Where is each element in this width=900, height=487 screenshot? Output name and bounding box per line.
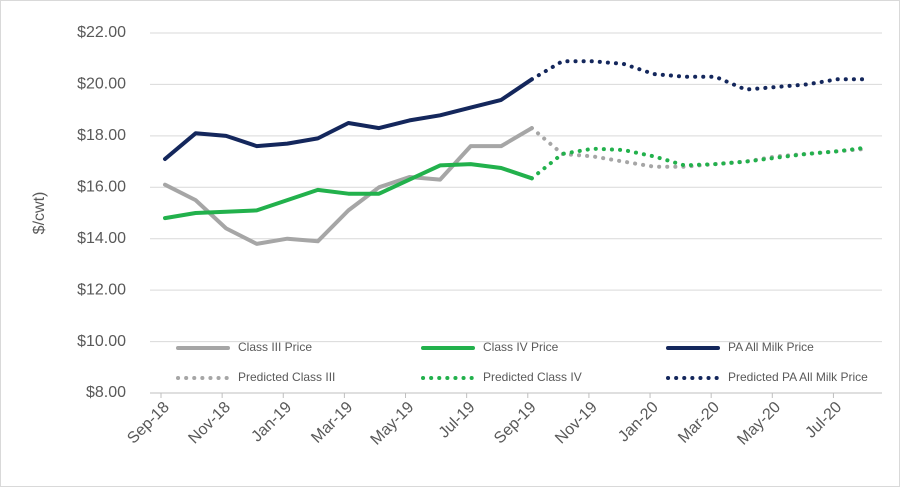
y-tick-label: $8.00 (86, 384, 126, 401)
legend-label: Predicted PA All Milk Price (728, 370, 868, 384)
y-tick-label: $12.00 (77, 281, 126, 298)
legend-label: Class IV Price (483, 340, 559, 354)
legend-label: PA All Milk Price (728, 340, 814, 354)
legend-label: Predicted Class III (238, 370, 335, 384)
y-tick-label: $22.00 (77, 24, 126, 41)
y-tick-label: $14.00 (77, 230, 126, 247)
series-line (163, 162, 534, 221)
series-line (529, 59, 870, 92)
y-axis-label: $/cwt) (31, 192, 48, 235)
legend-label: Class III Price (238, 340, 312, 354)
series-line (529, 145, 870, 181)
y-tick-label: $18.00 (77, 127, 126, 144)
y-tick-label: $16.00 (77, 179, 126, 196)
y-tick-label: $20.00 (77, 76, 126, 93)
y-tick-label: $10.00 (77, 333, 126, 350)
legend-label: Predicted Class IV (483, 370, 582, 384)
series-line (163, 77, 534, 161)
series-line (163, 126, 534, 246)
